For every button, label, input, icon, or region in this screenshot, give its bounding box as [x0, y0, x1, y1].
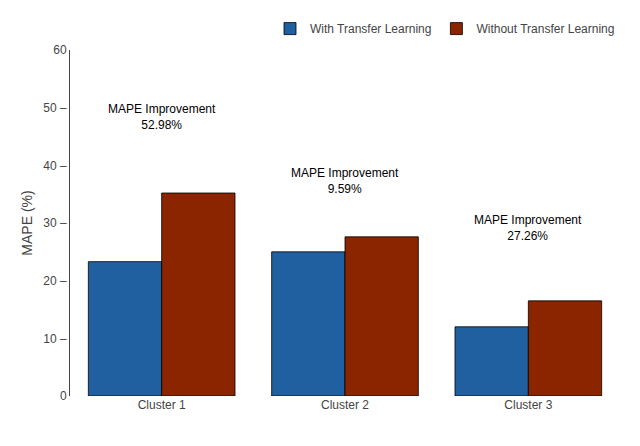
- svg-text:MAPE Improvement9.59%: MAPE Improvement9.59%: [291, 166, 399, 196]
- svg-text:MAPE Improvement52.98%: MAPE Improvement52.98%: [108, 102, 216, 132]
- svg-text:30 –: 30 –: [43, 216, 67, 230]
- svg-text:With Transfer Learning: With Transfer Learning: [310, 22, 431, 36]
- svg-text:10 –: 10 –: [43, 332, 67, 346]
- svg-text:Cluster 2: Cluster 2: [321, 398, 369, 412]
- svg-text:40 –: 40 –: [43, 159, 67, 173]
- svg-text:Without Transfer Learning: Without Transfer Learning: [476, 22, 614, 36]
- svg-text:20 –: 20 –: [43, 274, 67, 288]
- svg-text:MAPE Improvement27.26%: MAPE Improvement27.26%: [474, 213, 582, 243]
- svg-text:60: 60: [53, 43, 67, 57]
- svg-text:0: 0: [60, 389, 67, 403]
- svg-text:Cluster 1: Cluster 1: [138, 398, 186, 412]
- svg-text:Cluster 3: Cluster 3: [504, 398, 552, 412]
- svg-text:MAPE (%): MAPE (%): [19, 190, 35, 255]
- svg-text:50 –: 50 –: [43, 101, 67, 115]
